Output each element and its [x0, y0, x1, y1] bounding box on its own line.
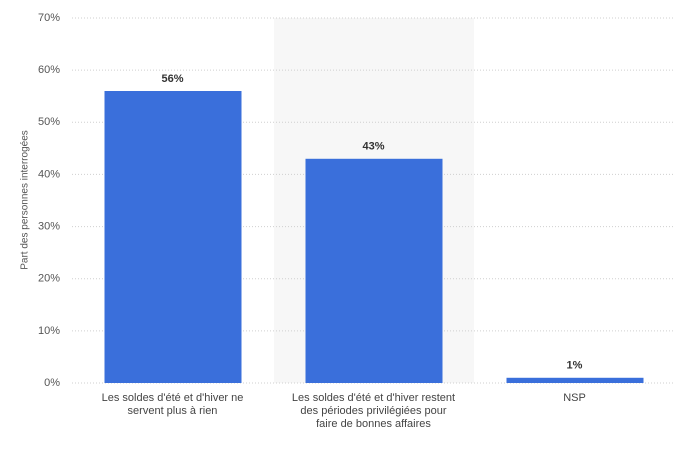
value-label: 56%	[161, 73, 183, 85]
y-tick-label: 20%	[38, 273, 60, 285]
bar	[506, 377, 644, 383]
y-axis-label: Part des personnes interrogées	[20, 130, 31, 270]
value-label: 1%	[567, 360, 583, 372]
y-tick-label: 0%	[44, 377, 60, 389]
x-label-box: NSP	[563, 392, 586, 404]
x-label-box: Les soldes d'été et d'hiver ne servent p…	[101, 392, 244, 417]
bar	[305, 158, 443, 383]
y-tick-label: 60%	[38, 64, 60, 76]
value-label: 43%	[362, 141, 384, 153]
y-tick-label: 10%	[38, 325, 60, 337]
y-tick-label: 30%	[38, 220, 60, 232]
y-tick-label: 70%	[38, 12, 60, 24]
y-tick-label: 50%	[38, 116, 60, 128]
y-tick-label: 40%	[38, 168, 60, 180]
bar	[104, 91, 242, 383]
x-label-box: Les soldes d'été et d'hiver restent des …	[291, 392, 456, 430]
x-tick-label: Les soldes d'été et d'hiver ne servent p…	[101, 392, 244, 417]
x-tick-label: Les soldes d'été et d'hiver restent des …	[291, 392, 456, 430]
x-tick-label: NSP	[563, 392, 586, 404]
